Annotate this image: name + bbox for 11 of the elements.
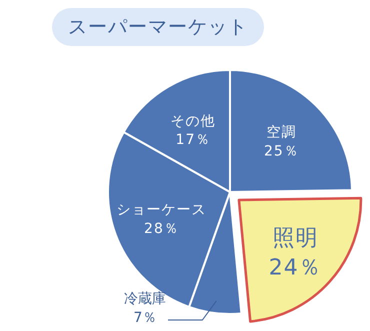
chart-title: スーパーマーケット [68, 16, 248, 38]
slice-label: 空調 [266, 124, 296, 140]
data-label: 28％ [144, 221, 179, 238]
slice-label: その他 [170, 113, 216, 130]
data-label: 24％ [268, 256, 322, 281]
slice-label: 照明 [272, 226, 318, 252]
data-label: 7％ [134, 310, 156, 326]
slice-label: 冷蔵庫 [124, 291, 166, 307]
slice-label: ショーケース [116, 202, 206, 218]
data-label: 17％ [176, 132, 210, 148]
data-label: 25％ [264, 143, 299, 160]
